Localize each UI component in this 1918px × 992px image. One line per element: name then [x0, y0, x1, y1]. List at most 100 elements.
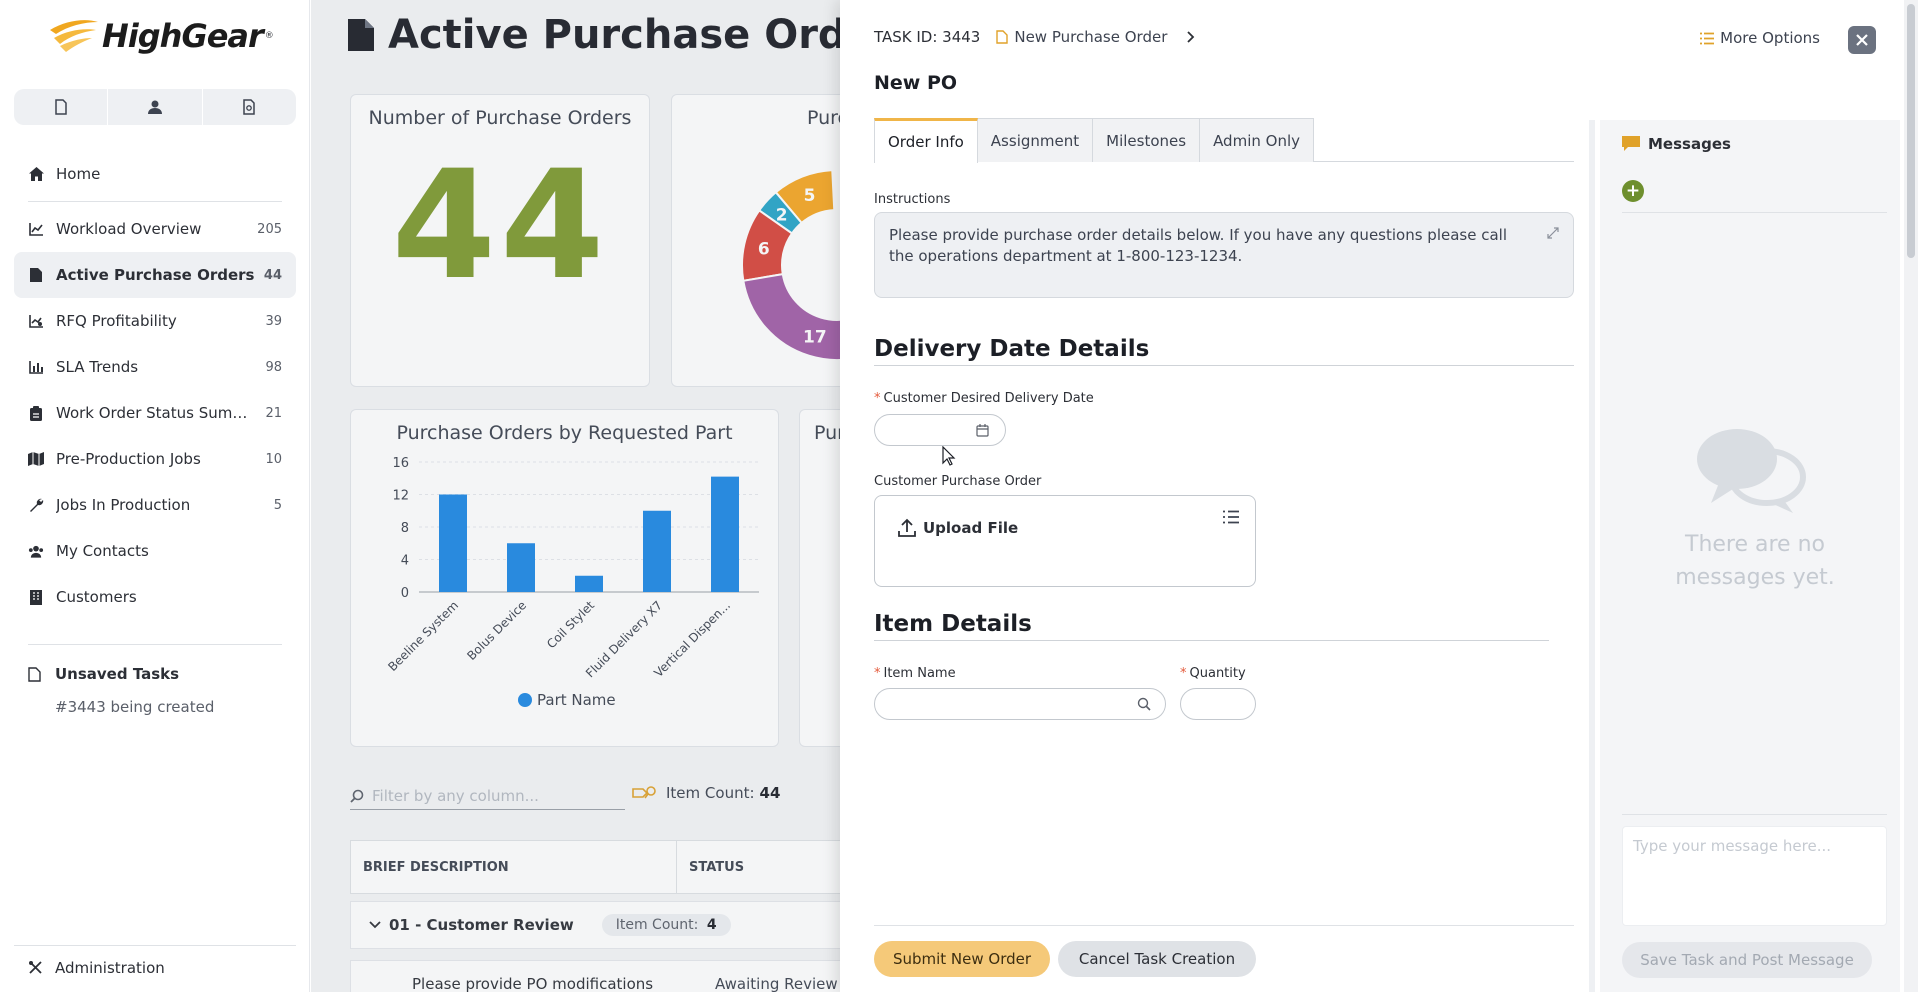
user-icon	[147, 100, 162, 114]
unsaved-task-link[interactable]: #3443 being created	[55, 698, 215, 716]
column-header-brief-description[interactable]: BRIEF DESCRIPTION	[351, 841, 677, 893]
users-view-button[interactable]	[108, 89, 203, 125]
sidebar-item-count: 39	[265, 313, 282, 329]
expand-icon[interactable]	[1547, 227, 1559, 239]
dashboards-view-button[interactable]	[14, 89, 109, 125]
sidebar-item-home[interactable]: Home	[14, 151, 296, 197]
item-count-label: Item Count:	[666, 784, 755, 802]
instructions-box: Please provide purchase order details be…	[874, 212, 1574, 298]
save-task-post-message-button[interactable]: Save Task and Post Message	[1622, 942, 1872, 978]
pie-slice-label: 5	[804, 186, 816, 206]
filter-placeholder: Filter by any column...	[372, 786, 539, 805]
purchase-order-count: 44	[391, 139, 609, 313]
search-icon[interactable]	[1137, 697, 1151, 711]
task-id: TASK ID: 3443	[874, 28, 981, 46]
bar[interactable]	[711, 476, 739, 592]
bar[interactable]	[643, 510, 671, 592]
divider	[874, 365, 1574, 366]
sidebar-item-label: Jobs In Production	[56, 496, 191, 514]
more-options-label: More Options	[1720, 29, 1820, 47]
chevron-right-icon[interactable]	[1187, 31, 1195, 43]
sidebar: HighGear ® Home Workload Overview 205 Ac…	[0, 0, 310, 992]
sidebar-item-count: 98	[265, 359, 282, 375]
line-chart-icon	[28, 221, 44, 237]
unsaved-tasks-header[interactable]: Unsaved Tasks	[28, 664, 288, 684]
pie-slice-label: 2	[776, 205, 788, 225]
item-name-input[interactable]	[874, 688, 1166, 720]
sidebar-item-my-contacts[interactable]: My Contacts	[14, 528, 296, 574]
chevron-down-icon[interactable]	[369, 921, 381, 929]
customer-po-upload[interactable]: Upload File	[874, 495, 1256, 587]
bar-chart-card: Purchase Orders by Requested Part 16 12 8 4…	[350, 409, 779, 747]
sidebar-item-customers[interactable]: Customers	[14, 574, 296, 620]
administration-link[interactable]: Administration	[14, 945, 296, 989]
building-icon	[28, 589, 44, 605]
calendar-icon[interactable]	[976, 423, 989, 437]
message-input[interactable]: Type your message here...	[1622, 826, 1887, 926]
form-scrollbar[interactable]	[1589, 120, 1595, 992]
sidebar-item-sla-trends[interactable]: SLA Trends 98	[14, 344, 296, 390]
quantity-input[interactable]	[1180, 688, 1256, 720]
submit-new-order-button[interactable]: Submit New Order	[874, 941, 1050, 977]
sidebar-item-work-order-status[interactable]: Work Order Status Summa... 21	[14, 390, 296, 436]
close-button[interactable]	[1848, 26, 1876, 54]
desired-date-label-text: Customer Desired Delivery Date	[883, 391, 1094, 406]
sidebar-item-pre-production-jobs[interactable]: Pre-Production Jobs 10	[14, 436, 296, 482]
y-tick-label: 8	[401, 521, 409, 536]
modal-backdrop[interactable]	[311, 0, 841, 992]
table-group-row[interactable]: 01 - Customer Review Item Count: 4	[350, 901, 910, 949]
upload-icon	[898, 518, 916, 537]
sidebar-item-jobs-in-production[interactable]: Jobs In Production 5	[14, 482, 296, 528]
no-messages-text: There are no messages yet.	[1675, 532, 1835, 590]
message-placeholder: Type your message here...	[1633, 837, 1832, 855]
tools-icon	[29, 961, 42, 974]
document-icon	[996, 30, 1009, 44]
item-count-value: 44	[759, 784, 781, 802]
tab-admin-only[interactable]: Admin Only	[1199, 118, 1314, 162]
more-options-button[interactable]: More Options	[1700, 29, 1820, 47]
sidebar-item-count: 44	[263, 267, 282, 283]
tasks-view-button[interactable]	[203, 89, 296, 125]
sidebar-item-active-purchase-orders[interactable]: Active Purchase Orders 44	[14, 252, 296, 298]
column-header-status[interactable]: STATUS	[689, 859, 745, 875]
item-details-section-title: Item Details	[874, 611, 1032, 637]
filter-input[interactable]: Filter by any column...	[350, 782, 625, 810]
add-message-button[interactable]: +	[1622, 180, 1644, 202]
chat-bubbles-icon	[1697, 429, 1806, 513]
cancel-task-creation-button[interactable]: Cancel Task Creation	[1058, 941, 1256, 977]
sidebar-item-rfq-profitability[interactable]: RFQ Profitability 39	[14, 298, 296, 344]
bar[interactable]	[439, 494, 467, 593]
mouse-cursor-icon	[942, 446, 956, 466]
table-row[interactable]: Please provide PO modifications Awaiting…	[350, 960, 910, 992]
logo-text: HighGear	[102, 17, 264, 55]
desired-date-label: * Customer Desired Delivery Date	[874, 391, 1094, 406]
table-header: BRIEF DESCRIPTION STATUS	[350, 840, 910, 894]
group-count-label: Item Count:	[615, 917, 699, 933]
y-tick-label: 4	[401, 554, 409, 569]
bar[interactable]	[507, 543, 535, 592]
tab-order-info[interactable]: Order Info	[874, 118, 978, 163]
panel-scrollbar[interactable]	[1904, 0, 1918, 992]
tab-milestones[interactable]: Milestones	[1092, 118, 1201, 162]
highgear-logo[interactable]: HighGear ®	[48, 16, 274, 56]
breadcrumb[interactable]: New Purchase Order	[996, 28, 1195, 46]
instructions-text: Please provide purchase order details be…	[889, 226, 1507, 265]
list-view-icon[interactable]	[1223, 510, 1239, 524]
chat-bubble-icon	[1622, 136, 1640, 151]
sidebar-item-workload-overview[interactable]: Workload Overview 205	[14, 206, 296, 252]
card-title: Purc	[807, 107, 849, 129]
tab-assignment[interactable]: Assignment	[976, 118, 1094, 162]
card-title: Pur	[814, 422, 845, 444]
desired-delivery-date-input[interactable]	[874, 414, 1006, 446]
bar-chart-icon	[28, 359, 44, 375]
scrollbar-thumb[interactable]	[1907, 4, 1915, 258]
sidebar-item-label: Workload Overview	[56, 220, 202, 238]
instructions-label: Instructions	[874, 192, 951, 207]
bar[interactable]	[575, 575, 603, 592]
sidebar-item-label: RFQ Profitability	[56, 312, 177, 330]
sidebar-item-count: 10	[265, 451, 282, 467]
page-title: Active Purchase Orders	[348, 12, 917, 58]
sidebar-item-label: Work Order Status Summa...	[56, 404, 258, 422]
search-icon	[350, 789, 364, 803]
upload-file-button[interactable]: Upload File	[897, 518, 1018, 538]
